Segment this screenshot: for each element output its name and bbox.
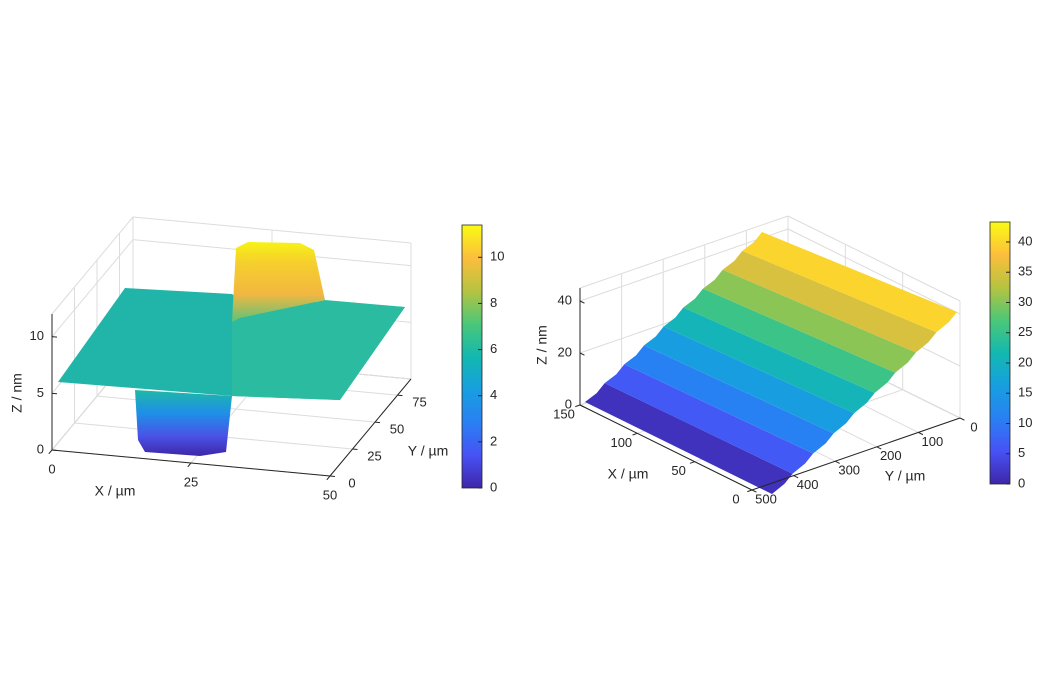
z-tick (579, 352, 585, 356)
y-tick-label: 25 (367, 448, 381, 463)
surfaces (58, 232, 957, 494)
y-tick (834, 460, 840, 464)
surface-trench (135, 390, 232, 456)
colorbar-tick-label: 5 (1018, 445, 1025, 460)
colorbar-tick-label: 15 (1018, 385, 1032, 400)
x-tick (632, 432, 638, 436)
x-tick (48, 449, 53, 455)
surface-band (742, 232, 957, 333)
y-tick-label: 500 (755, 491, 777, 506)
colorbar-tick-label: 0 (490, 479, 497, 494)
grid-line (579, 228, 789, 302)
box-edge (787, 215, 961, 302)
y-axis-label: Y / µm (885, 468, 925, 484)
y-tick-label: 400 (797, 477, 819, 492)
y-tick (959, 417, 965, 421)
box-edge (579, 215, 789, 289)
y-tick-label: 300 (838, 463, 860, 478)
colorbar-tick-label: 25 (1018, 324, 1032, 339)
colorbar-tick-label: 30 (1018, 294, 1032, 309)
x-tick-label: 50 (671, 463, 685, 478)
x-axis-label: X / µm (95, 483, 136, 499)
y-tick-label: 200 (880, 448, 902, 463)
z-axis-label: Z / nm (9, 373, 25, 413)
x-tick (689, 461, 695, 464)
y-tick-label: 0 (348, 475, 355, 490)
surface-plateau-right (232, 300, 405, 400)
surface-band (585, 383, 793, 494)
x-tick-label: 0 (48, 461, 55, 476)
y-tick-label: 0 (970, 419, 977, 434)
z-axis-label: Z / nm (534, 325, 550, 365)
y-tick-label: 50 (390, 422, 404, 437)
surface-band (604, 364, 814, 474)
colorbar-tick-label: 2 (490, 433, 497, 448)
z-tick-label: 20 (558, 344, 572, 359)
colorbar-tick-label: 10 (1018, 415, 1032, 430)
colorbar-tick-label: 10 (490, 249, 504, 264)
colorbar (461, 224, 483, 489)
x-tick-label: 25 (184, 474, 198, 489)
colorbar-tick-label: 6 (490, 341, 497, 356)
z-tick-label: 0 (37, 441, 44, 456)
surface-band (663, 307, 875, 414)
x-tick-label: 100 (610, 435, 632, 450)
x-tick (326, 475, 331, 481)
colorbar-tick-label: 35 (1018, 264, 1032, 279)
colorbar-tick-label: 4 (490, 387, 497, 402)
z-tick (579, 404, 585, 408)
x-tick (187, 462, 192, 468)
y-tick (918, 431, 924, 436)
y-tick (876, 446, 882, 450)
colorbar-tick-label: 0 (1018, 475, 1025, 490)
y-tick (793, 475, 799, 479)
colorbar-tick-label: 20 (1018, 354, 1032, 369)
grid-line (787, 228, 961, 315)
x-tick-label: 50 (323, 487, 337, 502)
axis-line (579, 404, 753, 491)
x-tick (575, 404, 581, 408)
x-tick-label: 0 (732, 491, 739, 506)
surface-band (722, 250, 937, 353)
surface-band (644, 326, 855, 434)
z-tick-label: 5 (37, 385, 44, 400)
y-tick-label: 75 (412, 395, 426, 410)
z-tick-label: 10 (30, 328, 44, 343)
colorbar (989, 221, 1011, 485)
x-tick-label: 150 (553, 406, 575, 421)
z-tick-label: 40 (558, 292, 572, 307)
surface-ridge (232, 242, 325, 322)
z-tick-label: 0 (565, 396, 572, 411)
surface-band (683, 288, 896, 393)
y-axis-label: Y / µm (408, 443, 448, 459)
x-tick (747, 489, 753, 493)
surface-band (703, 269, 916, 373)
y-tick-label: 100 (922, 434, 944, 449)
y-tick (751, 489, 757, 493)
surface-band (624, 345, 834, 454)
z-tick (579, 300, 585, 304)
colorbar-tick-label: 8 (490, 295, 497, 310)
x-axis-label: X / µm (608, 466, 649, 482)
axis-line (751, 417, 961, 491)
colorbar-tick-label: 40 (1018, 233, 1032, 248)
